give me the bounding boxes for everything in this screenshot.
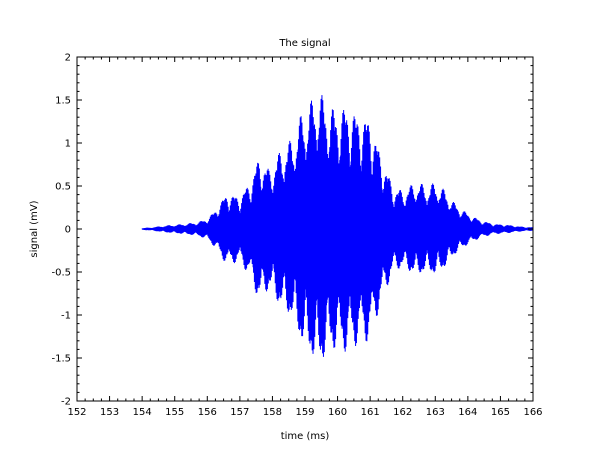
x-tick-label: 152	[67, 407, 86, 418]
x-tick-label: 164	[458, 407, 477, 418]
x-tick-label: 166	[523, 407, 542, 418]
x-tick-label: 165	[491, 407, 510, 418]
x-axis-title: time (ms)	[281, 431, 330, 442]
y-tick-label: 1	[65, 139, 71, 150]
x-tick-label: 158	[263, 407, 282, 418]
x-tick-label: 155	[165, 407, 184, 418]
x-tick-label: 156	[198, 407, 217, 418]
x-tick-label: 159	[295, 407, 314, 418]
y-tick-label: -1.5	[51, 354, 71, 365]
signal-line	[141, 95, 534, 357]
x-tick-label: 162	[393, 407, 412, 418]
y-tick-label: 0	[65, 225, 71, 236]
y-tick-label: -1	[61, 311, 71, 322]
x-tick-label: 157	[230, 407, 249, 418]
chart-title: The signal	[278, 38, 330, 49]
axes: 152 153 154 155 156 157 158 159 160 161 162 163 164 1…	[51, 53, 542, 419]
y-tick-label: -0.5	[51, 268, 71, 279]
x-tick-label: 153	[100, 407, 119, 418]
y-tick-label: 1.5	[55, 96, 71, 107]
y-tick-label: 0.5	[55, 182, 71, 193]
y-axis-title: signal (mV)	[29, 200, 40, 257]
plot-area	[141, 95, 534, 357]
y-tick-label: 2	[65, 53, 71, 64]
y-tick-label: -2	[61, 397, 71, 408]
x-tick-label: 160	[328, 407, 347, 418]
x-tick-label: 161	[361, 407, 380, 418]
x-tick-label: 163	[426, 407, 445, 418]
x-tick-label: 154	[133, 407, 152, 418]
